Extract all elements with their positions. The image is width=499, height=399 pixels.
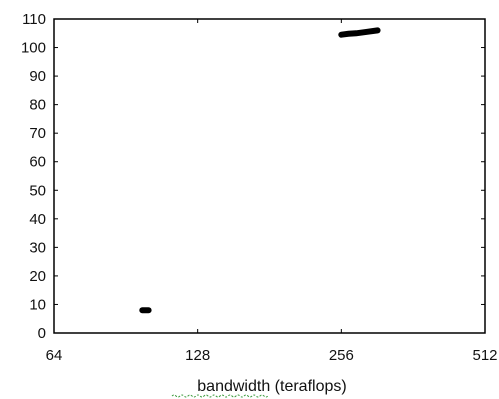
y-tick-label: 100 [21, 40, 46, 57]
y-tick-label: 40 [29, 211, 46, 228]
y-tick-label: 80 [29, 97, 46, 114]
spellcheck-underline [171, 394, 269, 398]
x-axis-label: bandwidth (teraflops) [197, 378, 346, 395]
x-tick-label: 64 [46, 347, 63, 364]
y-tick-label: 10 [29, 296, 46, 313]
y-tick-label: 90 [29, 68, 46, 85]
plot-frame [53, 18, 486, 334]
x-tick-label: 512 [472, 347, 497, 364]
y-tick-label: 50 [29, 182, 46, 199]
axis-ticks [53, 18, 486, 334]
y-tick-label: 110 [22, 11, 46, 28]
x-tick-label: 256 [329, 347, 354, 364]
y-tick-label: 0 [38, 325, 46, 342]
series-group [139, 27, 381, 314]
y-tick-label: 70 [29, 125, 46, 142]
y-tick-label: 60 [29, 154, 46, 171]
y-tick-label: 30 [29, 239, 46, 256]
series-line-2 [338, 27, 381, 38]
x-tick-labels: 64 128 256 512 [46, 347, 498, 364]
y-tick-labels: 0 10 20 30 40 50 60 70 80 90 100 110 [21, 11, 46, 342]
y-tick-label: 20 [29, 268, 46, 285]
x-tick-label: 128 [185, 347, 210, 364]
